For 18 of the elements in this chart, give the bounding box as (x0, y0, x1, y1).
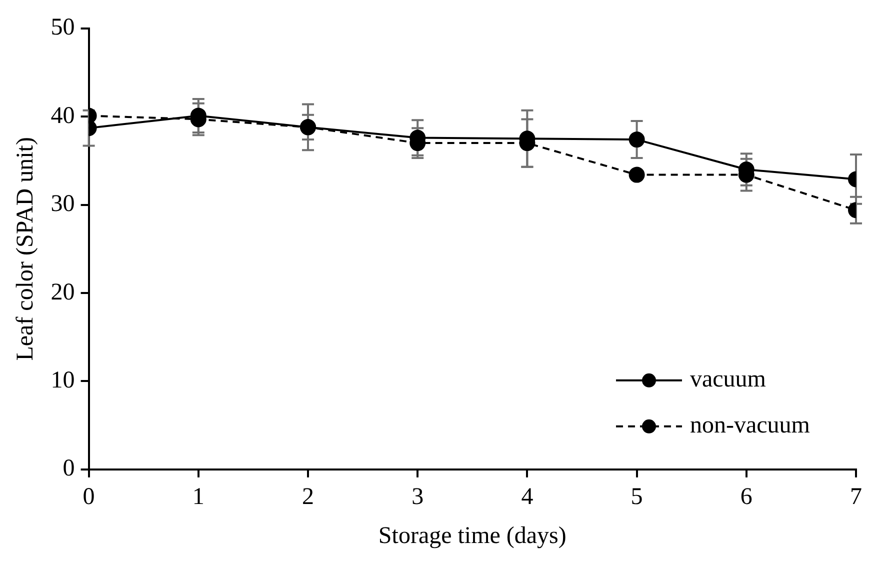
x-tick-label: 2 (302, 484, 314, 510)
y-tick-label: 20 (50, 279, 75, 306)
y-axis-title: Leaf color (SPAD unit) (12, 137, 39, 361)
x-tick-label: 0 (82, 484, 95, 510)
y-tick-label: 30 (50, 191, 75, 218)
legend-label: vacuum (690, 366, 766, 393)
y-tick-label: 50 (50, 14, 75, 41)
x-axis-title: Storage time (days) (378, 522, 566, 549)
legend-label: non-vacuum (690, 412, 810, 439)
y-tick-label: 40 (50, 102, 75, 129)
x-tick-label: 5 (630, 484, 643, 510)
y-tick-label: 0 (62, 456, 75, 482)
x-tick-label: 4 (521, 484, 534, 510)
x-tick-label: 1 (192, 484, 204, 510)
x-tick-label: 6 (740, 484, 752, 510)
y-tick-label: 10 (50, 367, 75, 394)
x-tick-label: 7 (850, 484, 862, 510)
x-tick-label: 3 (412, 484, 424, 510)
